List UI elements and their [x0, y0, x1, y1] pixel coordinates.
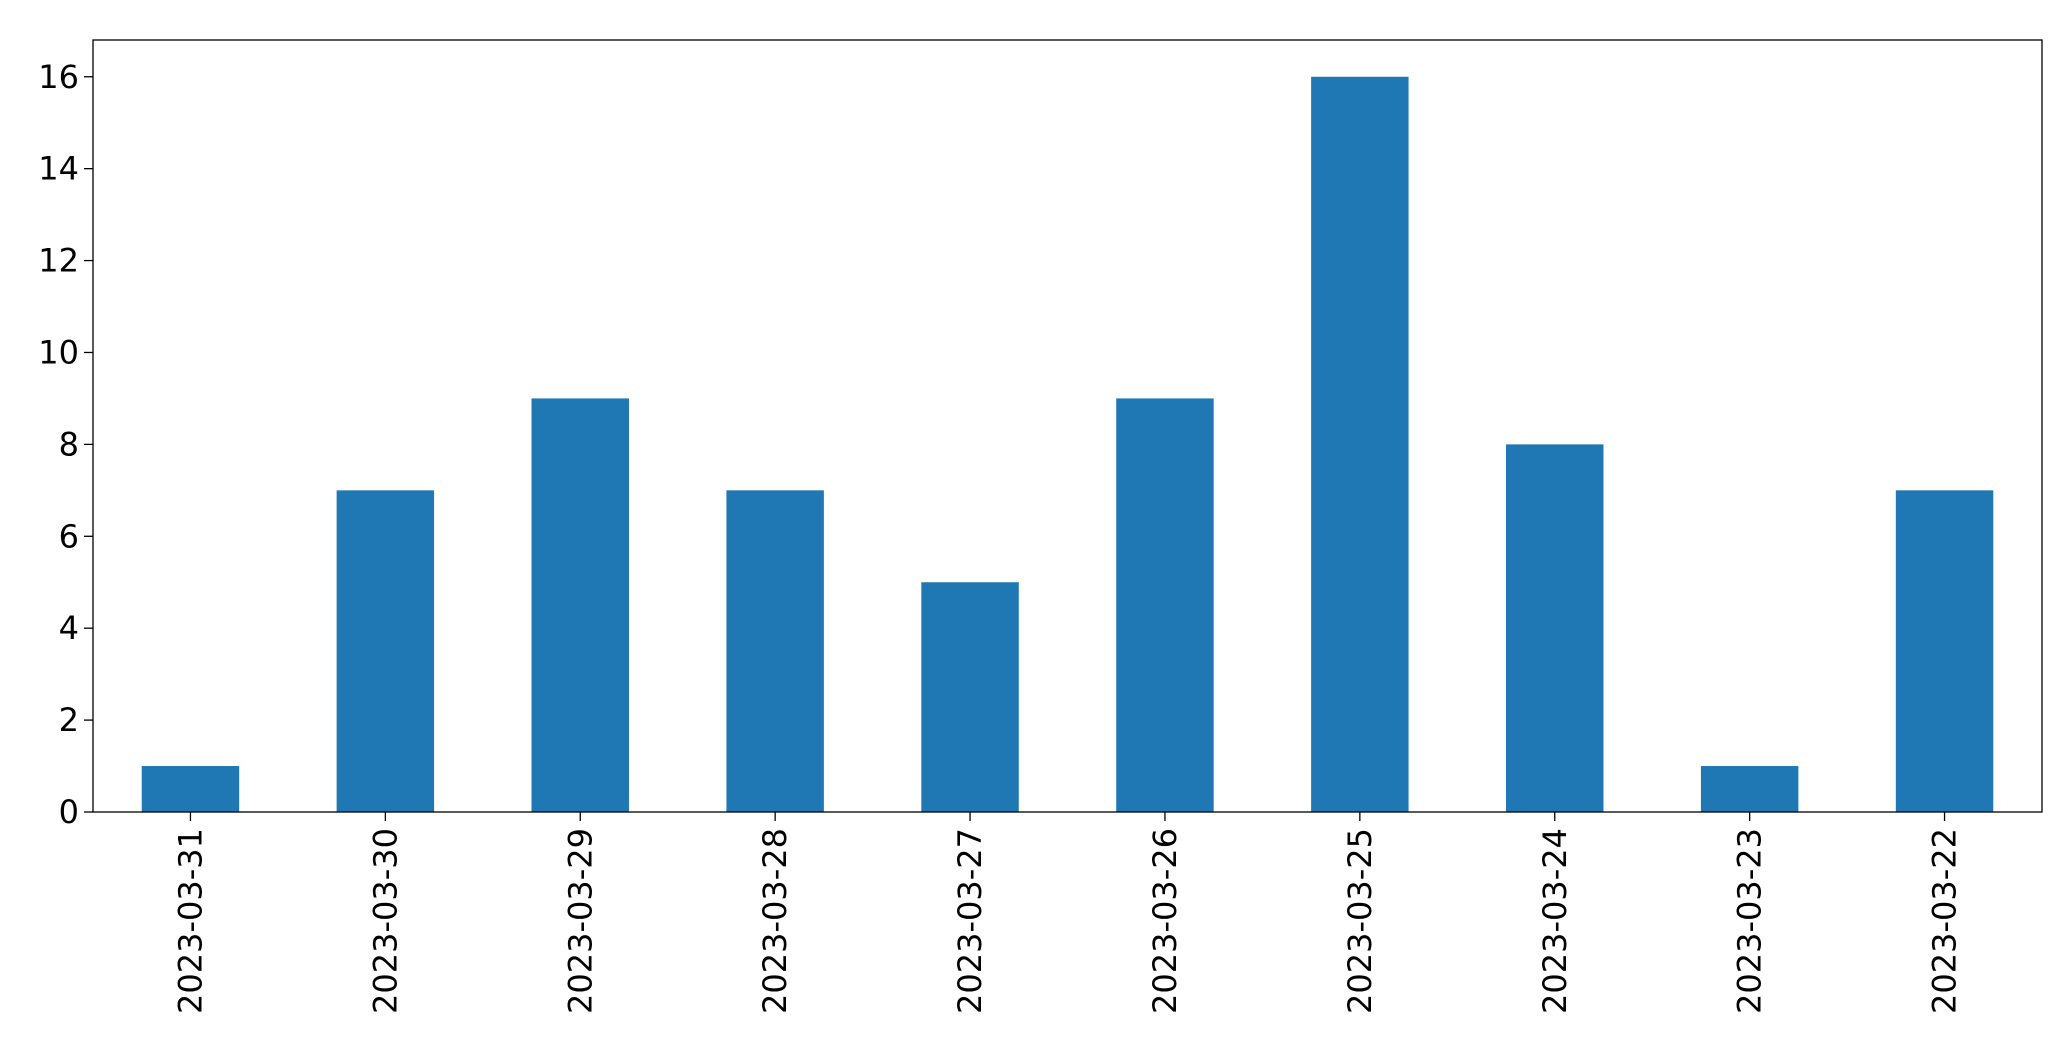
bar [1895, 490, 1994, 812]
bar [336, 490, 435, 812]
x-tick-label: 2023-03-22 [1926, 828, 1964, 1014]
bar [921, 582, 1019, 812]
bar [1311, 76, 1409, 812]
bar [141, 766, 240, 812]
bar [1700, 766, 1799, 812]
bar [531, 398, 629, 812]
x-tick-label: 2023-03-30 [366, 828, 404, 1014]
x-tick-label: 2023-03-28 [756, 828, 794, 1014]
y-tick-label: 2 [59, 701, 79, 739]
bar [1506, 444, 1604, 812]
plot-frame [92, 39, 2043, 813]
y-tick-label: 16 [38, 58, 79, 96]
x-tick-label: 2023-03-23 [1731, 828, 1769, 1014]
y-tick-label: 10 [38, 333, 79, 371]
y-tick-label: 6 [59, 517, 79, 555]
bar [1116, 398, 1214, 812]
y-tick-label: 12 [38, 242, 79, 280]
x-tick-label: 2023-03-27 [951, 828, 989, 1014]
y-tick-label: 14 [38, 150, 79, 188]
y-tick-label: 4 [59, 609, 79, 647]
x-tick-label: 2023-03-24 [1536, 828, 1574, 1014]
x-tick-label: 2023-03-26 [1146, 828, 1184, 1014]
y-tick-label: 0 [59, 793, 79, 831]
x-tick-label: 2023-03-25 [1341, 828, 1379, 1014]
bar [726, 490, 824, 812]
y-tick-label: 8 [59, 425, 79, 463]
x-tick-label: 2023-03-29 [561, 828, 599, 1014]
x-tick-label: 2023-03-31 [171, 828, 209, 1014]
